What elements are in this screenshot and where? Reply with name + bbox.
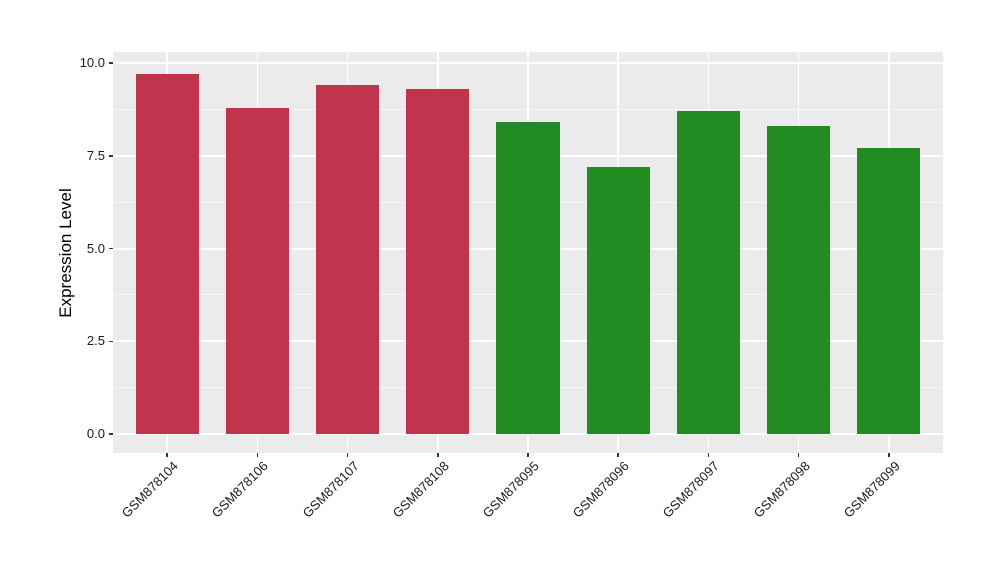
- x-tick-label: GSM878097: [660, 458, 723, 521]
- x-tick-mark: [797, 453, 800, 457]
- y-tick-label: 2.5: [86, 333, 105, 349]
- x-tick-label: GSM878098: [750, 458, 813, 521]
- bar-GSM878106: [225, 107, 289, 435]
- bar-GSM878107: [315, 85, 380, 435]
- x-tick-mark: [888, 453, 890, 457]
- bar-GSM878097: [676, 111, 740, 435]
- x-tick-mark: [166, 453, 168, 457]
- bar-GSM878099: [857, 148, 921, 435]
- x-tick-mark: [346, 453, 349, 457]
- y-tick-mark: [109, 62, 113, 64]
- bar-GSM878108: [406, 89, 470, 435]
- x-tick-label: GSM878106: [209, 458, 272, 521]
- y-tick-mark: [109, 340, 113, 343]
- plot-panel: 0.0 2.5 5.0 7.5 10.0 GSM878104 GSM878106 GSM878…: [80, 52, 943, 521]
- bar-GSM878098: [767, 126, 831, 435]
- bar-GSM878104: [135, 74, 199, 435]
- bar-GSM878096: [586, 166, 650, 435]
- x-tick-mark: [256, 453, 259, 457]
- y-tick-label: 5.0: [86, 240, 105, 256]
- x-tick-label: GSM878096: [569, 458, 633, 521]
- y-tick-mark: [109, 433, 113, 435]
- y-tick-mark: [109, 247, 113, 250]
- x-tick-label: GSM878104: [118, 458, 182, 521]
- x-tick-label: GSM878095: [479, 458, 542, 521]
- y-tick-label: 10.0: [79, 55, 105, 71]
- y-tick-label: 7.5: [86, 147, 105, 163]
- x-tick-label: GSM878108: [389, 458, 452, 521]
- x-tick-mark: [527, 453, 529, 457]
- y-tick-label: 0.0: [86, 426, 105, 442]
- x-tick-mark: [707, 453, 710, 457]
- y-tick-mark: [109, 155, 113, 157]
- x-tick-mark: [436, 453, 439, 457]
- x-tick-label: GSM878099: [840, 458, 903, 521]
- x-tick-label: GSM878107: [299, 458, 362, 521]
- bar-GSM878095: [496, 122, 560, 435]
- x-tick-mark: [617, 453, 619, 457]
